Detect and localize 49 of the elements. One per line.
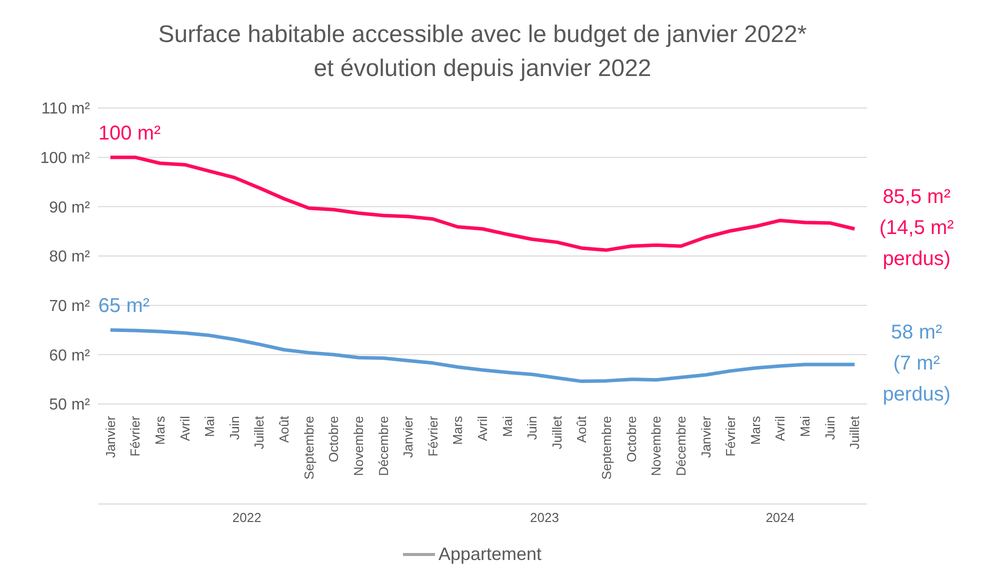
x-tick-label: Novembre bbox=[350, 416, 366, 476]
x-tick-label: Février bbox=[723, 415, 738, 456]
chart-title: Surface habitable accessible avec le budget de janvier 2022* et évolution depuis janvier 2022 bbox=[157, 20, 808, 84]
x-tick-label: Juin bbox=[226, 416, 242, 440]
x-tick-label: Septembre bbox=[599, 416, 614, 480]
x-tick-label: Avril bbox=[475, 416, 490, 442]
line-series bbox=[108, 328, 856, 384]
x-tick-label: Janvier bbox=[400, 415, 416, 458]
annotation: 65 m² bbox=[98, 295, 150, 317]
y-tick-label: 50 m² bbox=[49, 396, 91, 414]
x-tick-label: Décembre bbox=[376, 416, 391, 476]
annotation: 100 m² bbox=[98, 122, 161, 144]
x-tick-label: Juillet bbox=[549, 416, 564, 450]
x-tick-label: Janvier bbox=[698, 415, 714, 458]
y-tick-label: 60 m² bbox=[49, 347, 91, 364]
y-tick-label: 70 m² bbox=[49, 298, 91, 316]
x-tick-label: Décembre bbox=[673, 416, 688, 476]
x-tick-label: Mars bbox=[450, 416, 466, 445]
x-tick-label: Septembre bbox=[301, 416, 316, 480]
x-tick-label: Octobre bbox=[624, 416, 639, 462]
y-tick-label: 80 m² bbox=[49, 248, 91, 266]
x-tick-label: Juillet bbox=[847, 416, 862, 450]
x-tick-label: Octobre bbox=[326, 416, 342, 462]
x-tick-label: Avril bbox=[772, 416, 788, 442]
text: 85,5 m² (14,5 m² perdus) bbox=[879, 186, 954, 270]
x-tick-label: Août bbox=[276, 416, 292, 443]
x-tick-label: Février bbox=[425, 415, 440, 456]
y-tick-label: 110 m² bbox=[41, 100, 91, 118]
x-tick-label: Mai bbox=[202, 416, 218, 437]
x-tick-label: Juin bbox=[524, 416, 540, 440]
x-tick-label: Mars bbox=[152, 416, 168, 445]
x-tick-label: Mai bbox=[500, 416, 515, 437]
x-tick-label: Mai bbox=[797, 416, 812, 437]
text: Appartement bbox=[438, 544, 542, 565]
x-tick-label: Avril bbox=[177, 416, 192, 442]
text: 2024 bbox=[766, 510, 795, 525]
y-tick-label: 90 m² bbox=[49, 199, 91, 216]
y-tick-label: 100 m² bbox=[40, 150, 91, 168]
line-series bbox=[108, 156, 856, 252]
x-tick-label: Février bbox=[128, 415, 143, 456]
text: 58 m² (7 m² perdus) bbox=[882, 322, 951, 406]
x-tick-label: Août bbox=[574, 416, 590, 443]
x-tick-label: Juin bbox=[822, 416, 838, 440]
x-tick-label: Juillet bbox=[252, 416, 267, 450]
x-tick-label: Janvier bbox=[102, 415, 118, 458]
text: 2022 bbox=[232, 510, 262, 525]
x-tick-label: Mars bbox=[748, 416, 763, 445]
text: 2023 bbox=[530, 510, 559, 525]
x-tick-label: Novembre bbox=[648, 416, 664, 476]
